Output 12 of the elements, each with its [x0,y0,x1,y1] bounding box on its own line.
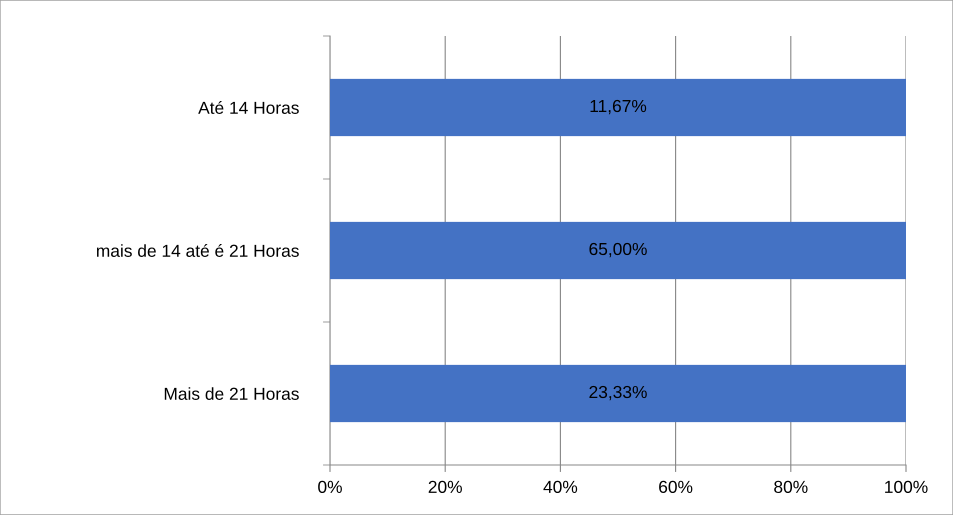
y-tick-label: Até 14 Horas [198,101,299,114]
x-tick-label: 20% [428,480,462,494]
x-tick-label: 80% [774,480,808,494]
x-tick-label: 0% [318,480,342,494]
x-tick-label: 100% [885,480,928,494]
annotation: 23,33% [589,386,647,400]
annotation: 11,67% [590,100,646,114]
x-tick-label: 40% [543,480,578,494]
annotation: 65,00% [589,242,647,258]
x-tick-label: 60% [659,480,692,494]
y-tick-label: mais de 14 até é 21 Horas [96,244,299,257]
y-tick-label: Mais de 21 Horas [164,387,299,400]
